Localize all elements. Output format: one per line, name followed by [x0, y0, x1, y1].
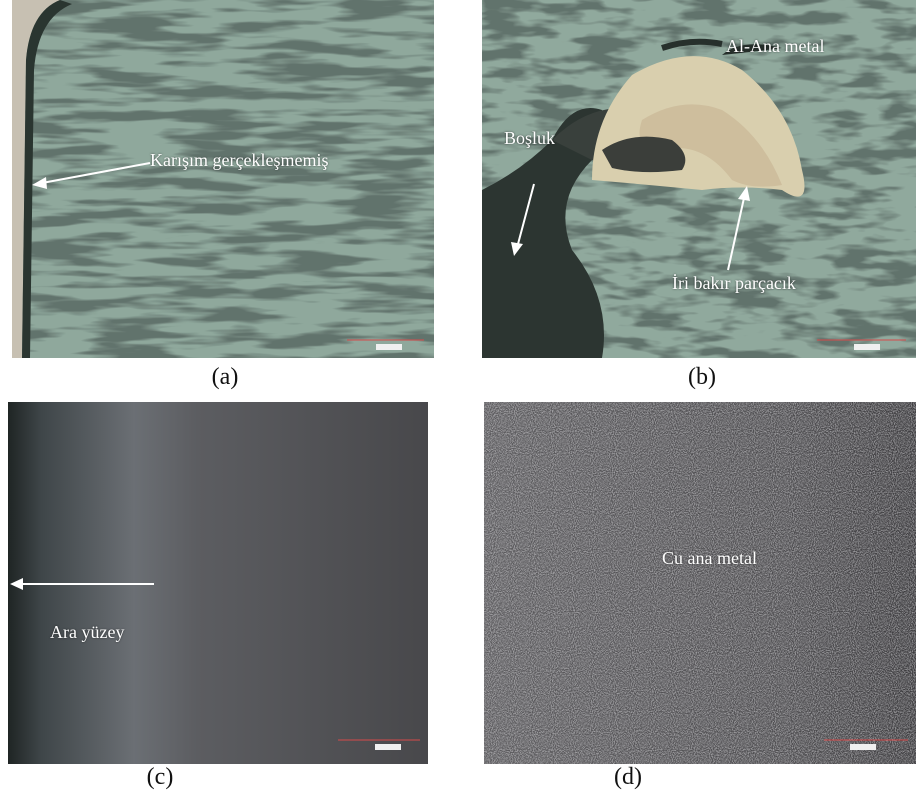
micrograph-d: Cu ana metal [484, 402, 916, 764]
micrograph-d-image [484, 402, 916, 764]
micrograph-a-image [12, 0, 434, 358]
micrograph-c: Ara yüzey [8, 402, 428, 764]
annotation-al-base-metal: Al-Ana metal [726, 36, 825, 56]
caption-c: (c) [146, 764, 174, 790]
caption-a: (a) [211, 364, 239, 390]
annotation-interface: Ara yüzey [50, 622, 125, 642]
micrograph-b: Al-Ana metal Boşluk İri bakır parçacık [482, 0, 916, 358]
caption-d: (d) [614, 764, 642, 790]
annotation-void: Boşluk [504, 128, 556, 148]
annotation-unmixed: Karışım gerçekleşmemiş [150, 150, 329, 170]
micrograph-c-image [8, 402, 428, 764]
micrograph-b-image [482, 0, 916, 358]
micrograph-a: Karışım gerçekleşmemiş [12, 0, 434, 358]
annotation-large-copper-particle: İri bakır parçacık [672, 273, 796, 293]
annotation-cu-base-metal: Cu ana metal [662, 548, 757, 568]
caption-b: (b) [688, 364, 716, 390]
